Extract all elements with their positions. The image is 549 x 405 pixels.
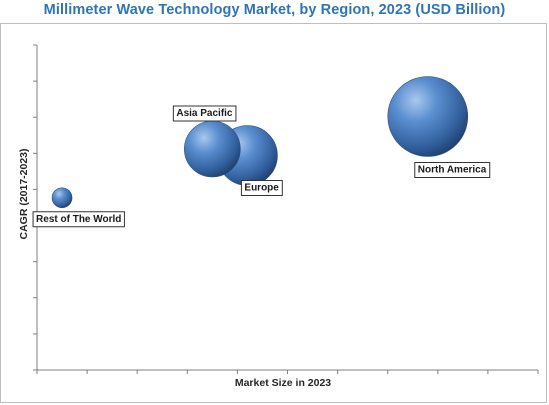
bubble-label-text: Rest of The World xyxy=(36,214,121,225)
bubble-label-box xyxy=(172,105,237,122)
chart-title: Millimeter Wave Technology Market, by Re… xyxy=(43,2,506,18)
bubbles xyxy=(51,76,469,209)
label-asia-pacific: Asia Pacific xyxy=(172,105,237,122)
label-rest-of-the-world: Rest of The World xyxy=(32,211,125,228)
bubble-rest-of-the-world xyxy=(51,187,73,209)
label-north-america: North America xyxy=(414,162,491,178)
label-europe: Europe xyxy=(240,180,283,196)
bubble-label-text: North America xyxy=(418,165,487,176)
bubble-label-box xyxy=(414,162,491,178)
y-ticks xyxy=(33,44,37,371)
x-ticks xyxy=(36,370,539,374)
bubble-asia-pacific xyxy=(184,120,241,178)
bubble-label-box xyxy=(32,211,125,228)
x-axis-title: Market Size in 2023 xyxy=(235,377,331,389)
bubble-label-text: Europe xyxy=(244,183,279,194)
y-axis-title: CAGR (2017-2023) xyxy=(18,148,30,239)
bubble-labels: North America Europe Asia Pacific Rest of T… xyxy=(32,105,491,228)
axes xyxy=(33,44,539,374)
bubble-north-america xyxy=(387,76,469,157)
bubble-label-text: Asia Pacific xyxy=(176,108,233,119)
bubble-label-box xyxy=(240,180,283,196)
chart-frame xyxy=(0,23,547,403)
